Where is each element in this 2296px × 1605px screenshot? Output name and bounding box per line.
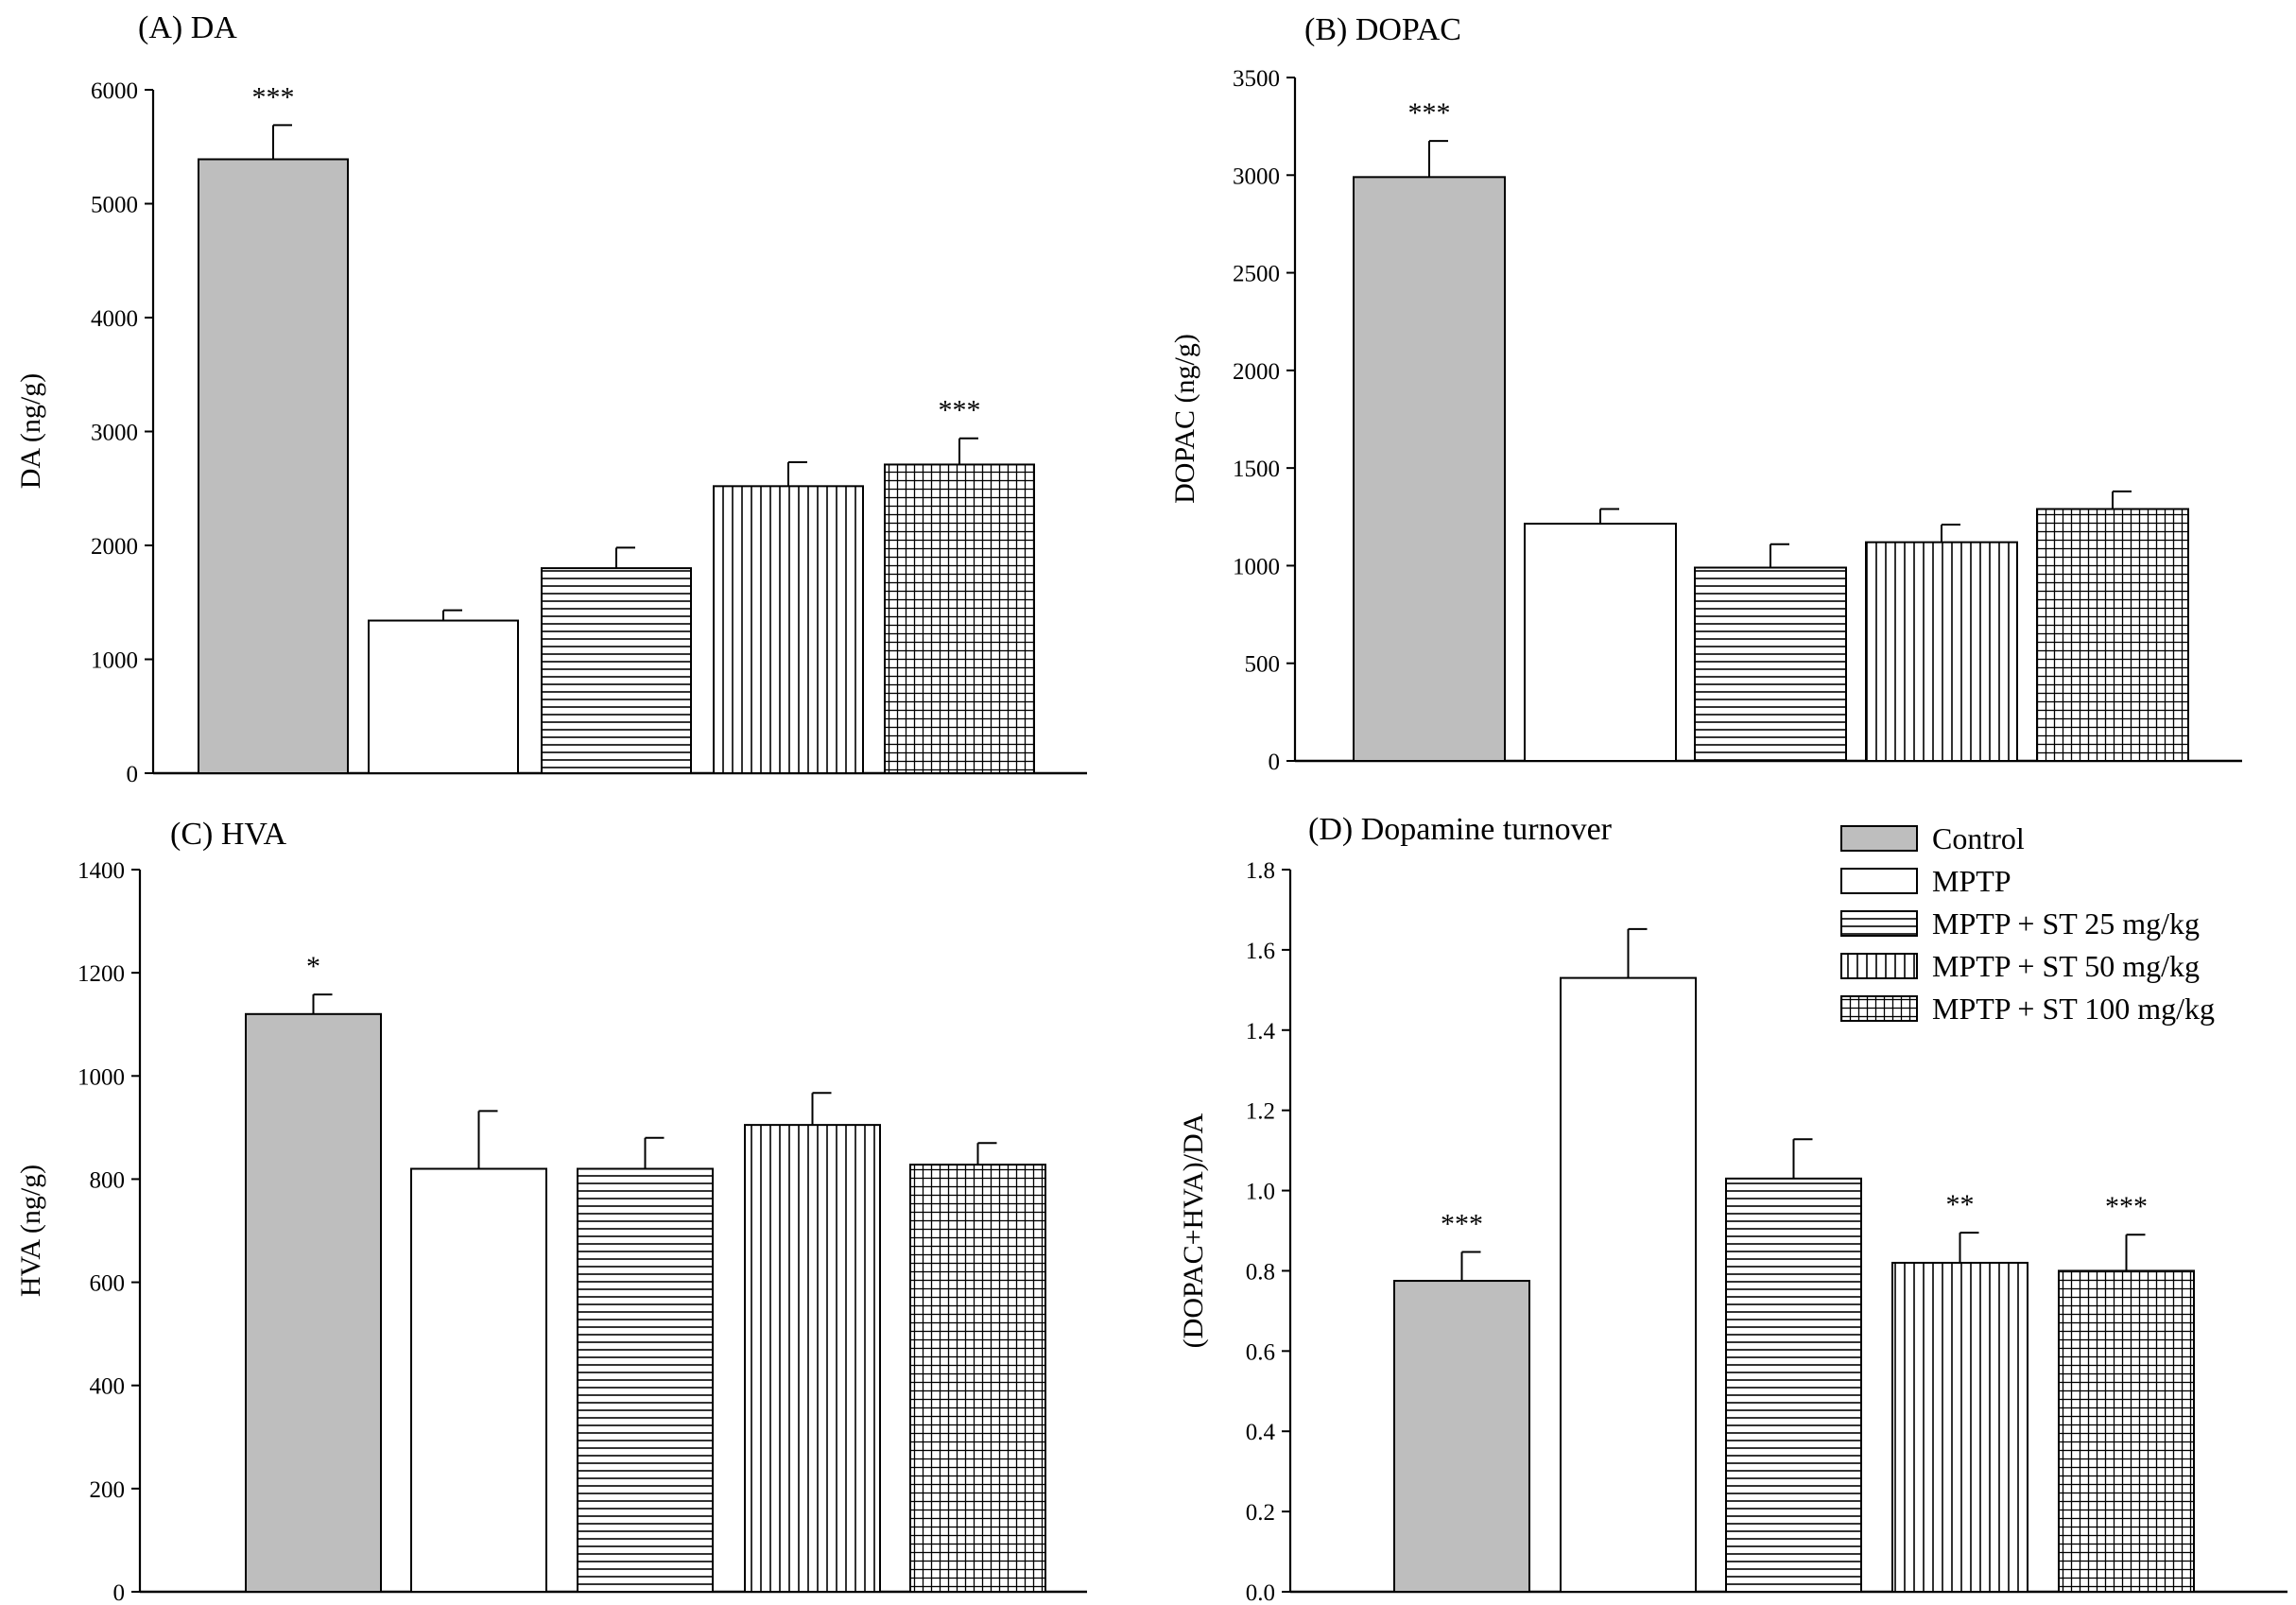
y-tick-label: 1000 — [91, 648, 138, 674]
y-tick-label: 1400 — [78, 858, 125, 884]
bar-control — [1353, 176, 1506, 762]
legend-entry: MPTP + ST 100 mg/kg — [1932, 992, 2215, 1026]
y-tick-label: 1.0 — [1246, 1180, 1275, 1205]
y-tick-label: 1200 — [78, 961, 125, 987]
significance-label: *** — [939, 395, 981, 426]
bar-mptp-st-100-mg-kg — [2058, 1269, 2195, 1593]
y-tick-label: 0.6 — [1246, 1339, 1275, 1365]
y-tick-label: 1000 — [1233, 554, 1280, 579]
bar-mptp-st-50-mg-kg — [1865, 541, 2018, 763]
y-tick-label: 1.6 — [1246, 939, 1275, 964]
y-tick-label: 600 — [90, 1271, 126, 1297]
panel-title: (C) HVA — [170, 817, 287, 852]
chart-panel-2: (B) DOPAC DOPAC (ng/g) 0 500 1000 1500 2000 250… — [1169, 12, 2242, 775]
y-tick-label: 2000 — [91, 534, 138, 560]
bar-mptp-st-50-mg-kg — [713, 485, 864, 775]
bar-control — [1393, 1280, 1530, 1593]
y-tick-label: 1.2 — [1246, 1099, 1275, 1125]
bar-mptp-st-25-mg-kg — [577, 1167, 714, 1593]
chart-panel-1: (A) DA DA (ng/g) 0 1000 2000 3000 4000 5000 6000… — [15, 10, 1087, 787]
bar-mptp-st-100-mg-kg — [2036, 508, 2189, 762]
y-tick-label: 0.0 — [1246, 1580, 1275, 1605]
y-tick-label: 0 — [127, 762, 139, 787]
bar-mptp-st-25-mg-kg — [541, 567, 692, 774]
bar-mptp — [410, 1167, 547, 1593]
legend-entry: MPTP — [1932, 864, 2011, 898]
y-tick-label: 200 — [90, 1477, 126, 1503]
legend-swatch — [1840, 995, 1918, 1022]
y-tick-label: 1500 — [1233, 457, 1280, 482]
legend-entry: Control — [1932, 821, 2025, 855]
y-tick-label: 0 — [1269, 750, 1281, 775]
bar-control — [245, 1012, 382, 1594]
legend: Control MPTP MPTP + ST 25 mg/kg MPTP + ST 5… — [1840, 821, 2215, 1026]
significance-label: *** — [2105, 1191, 2148, 1222]
y-tick-label: 3000 — [1233, 164, 1280, 189]
bar-mptp-st-50-mg-kg — [744, 1124, 881, 1593]
y-tick-label: 0.2 — [1246, 1500, 1275, 1526]
chart-panel-3: (C) HVA HVA (ng/g) 0 200 400 600 800 1000 1200 14… — [15, 817, 1087, 1605]
y-tick-label: 2000 — [1233, 359, 1280, 385]
panel-title: (B) DOPAC — [1304, 12, 1461, 47]
significance-label: *** — [1441, 1208, 1483, 1239]
y-tick-label: 0.4 — [1246, 1420, 1276, 1445]
significance-label: * — [306, 951, 320, 982]
y-axis-label: HVA (ng/g) — [15, 1165, 46, 1297]
significance-label: *** — [1408, 97, 1451, 129]
y-tick-label: 1.4 — [1246, 1019, 1276, 1044]
chart-panel-4: (D) Dopamine turnover (DOPAC+HVA)/DA 0.0 0.… — [1178, 812, 2287, 1605]
y-tick-label: 1000 — [78, 1064, 125, 1090]
y-axis-label: DA (ng/g) — [15, 373, 46, 490]
y-tick-label: 3500 — [1233, 66, 1280, 92]
legend-swatch — [1840, 825, 1918, 852]
y-tick-label: 0.8 — [1246, 1259, 1275, 1285]
y-tick-label: 2500 — [1233, 262, 1280, 287]
bar-mptp-st-100-mg-kg — [884, 463, 1035, 774]
y-tick-label: 500 — [1245, 652, 1281, 678]
panel-title: (A) DA — [138, 10, 237, 45]
y-tick-label: 0 — [113, 1580, 126, 1605]
significance-label: ** — [1946, 1189, 1975, 1220]
legend-swatch — [1840, 953, 1918, 979]
y-axis-label: (DOPAC+HVA)/DA — [1178, 1113, 1209, 1348]
y-tick-label: 1.8 — [1246, 858, 1275, 884]
legend-entry: MPTP + ST 50 mg/kg — [1932, 949, 2200, 983]
bar-control — [198, 158, 349, 774]
legend-swatch — [1840, 910, 1918, 937]
legend-swatch — [1840, 868, 1918, 894]
bar-mptp-st-25-mg-kg — [1725, 1177, 1862, 1594]
legend-entry: MPTP + ST 25 mg/kg — [1932, 906, 2200, 941]
y-tick-label: 800 — [90, 1167, 126, 1193]
y-axis-label: DOPAC (ng/g) — [1169, 334, 1200, 504]
bar-mptp — [1560, 976, 1697, 1593]
bar-mptp — [1524, 523, 1677, 762]
y-tick-label: 3000 — [91, 421, 138, 446]
y-tick-label: 6000 — [91, 78, 138, 104]
y-tick-label: 400 — [90, 1374, 126, 1400]
bar-mptp-st-100-mg-kg — [909, 1164, 1046, 1593]
y-tick-label: 4000 — [91, 306, 138, 332]
y-tick-label: 5000 — [91, 193, 138, 218]
bar-mptp-st-25-mg-kg — [1694, 566, 1847, 762]
bar-mptp-st-50-mg-kg — [1891, 1261, 2028, 1593]
bar-mptp — [368, 619, 519, 775]
significance-label: *** — [252, 81, 295, 112]
panel-title: (D) Dopamine turnover — [1308, 812, 1613, 847]
